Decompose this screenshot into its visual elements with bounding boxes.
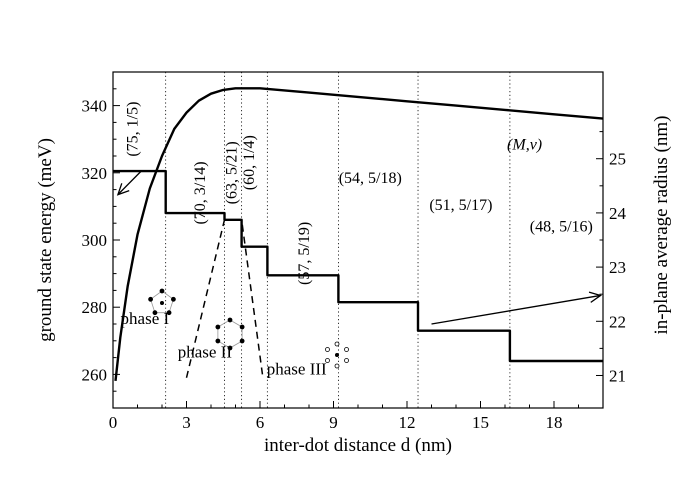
y-tick-label: 320: [82, 164, 108, 183]
radius-curve: [114, 87, 604, 382]
annotation-label: (51, 5/17): [429, 197, 492, 214]
phase-label: phase II: [178, 343, 233, 362]
molecule-dot: [227, 317, 233, 323]
molecule-dot: [159, 288, 165, 294]
molecule-dot: [227, 345, 233, 351]
annotation-label: (60, 1/4): [241, 135, 258, 190]
annotation-label: (70, 3/14): [192, 161, 209, 224]
x-axis-title: inter-dot distance d (nm): [264, 435, 452, 456]
phase-iii-molecule-icon: [325, 341, 349, 369]
phase-label: phase III: [267, 359, 327, 378]
annotation-label: (M,ν): [507, 136, 542, 153]
molecule-dot: [215, 338, 221, 344]
x-tick-label: 15: [472, 413, 489, 432]
phase-boundaries: [185, 219, 264, 378]
molecule-dot: [152, 310, 158, 316]
arrow-line: [117, 170, 142, 196]
molecule-dot: [335, 353, 339, 357]
x-tick-label: 9: [329, 413, 338, 432]
molecule-insets: [148, 288, 349, 369]
series: [113, 87, 604, 382]
molecule-dot: [334, 341, 340, 347]
y2-tick-label: 25: [609, 150, 626, 169]
annotation-label: (75, 1/5): [125, 102, 142, 157]
y2-tick-label: 21: [609, 366, 626, 385]
y-tick-label: 300: [82, 231, 108, 250]
molecule-dot: [160, 301, 164, 305]
molecule-dot: [325, 358, 330, 363]
molecule-dot: [166, 310, 172, 316]
state-annotations: (75, 1/5) (70, 3/14) (63, 5/21) (60, 1/4) (5…: [125, 102, 593, 285]
annotation-label: (54, 5/18): [339, 170, 402, 187]
x-tick-label: 0: [109, 413, 118, 432]
molecule-dot: [215, 324, 221, 330]
arrow-head: [116, 183, 130, 196]
y-tick-label: 280: [82, 298, 108, 317]
y-tick-label: 260: [82, 365, 108, 384]
phase-i-molecule-icon: [148, 288, 176, 316]
phase-boundary-line: [185, 219, 226, 378]
y2-tick-label: 22: [609, 312, 626, 331]
phase-label: phase I: [121, 309, 170, 328]
x-tick-label: 6: [256, 413, 265, 432]
molecule-dot: [171, 296, 176, 302]
phase-ii-molecule-icon: [215, 317, 245, 351]
axis-ticks: [112, 71, 603, 409]
annotation-label: (63, 5/21): [224, 141, 241, 204]
x-tick-label: 12: [399, 413, 416, 432]
arrows: [116, 170, 603, 325]
arrow-line: [431, 294, 601, 325]
x-tick-label: 3: [182, 413, 191, 432]
energy-step-line: [113, 169, 603, 363]
tick-labels: 0 3 6 9 12 15 18 260 280 300 320 340 21 22 23 24 25: [82, 97, 627, 432]
y2-tick-label: 24: [609, 204, 627, 223]
annotation-label: (48, 5/16): [530, 219, 593, 236]
molecule-dot: [239, 338, 245, 344]
molecule-dot: [334, 363, 340, 369]
phase-labels: phase I phase II phase III: [121, 309, 328, 378]
y-axis-title: ground state energy (meV): [35, 138, 56, 342]
y2-tick-label: 23: [609, 258, 626, 277]
molecule-dot: [344, 347, 349, 352]
phase-boundary-line: [240, 219, 264, 375]
y2-axis-title: in-plane average radius (nm): [651, 116, 672, 335]
molecule-dot: [325, 347, 330, 352]
molecule-dot: [344, 358, 349, 363]
x-tick-label: 18: [546, 413, 563, 432]
molecule-dot: [239, 324, 245, 330]
annotation-label: (57, 5/19): [296, 222, 313, 285]
y-tick-label: 340: [82, 97, 108, 116]
arrow-head: [588, 291, 603, 303]
molecule-dot: [148, 296, 153, 302]
